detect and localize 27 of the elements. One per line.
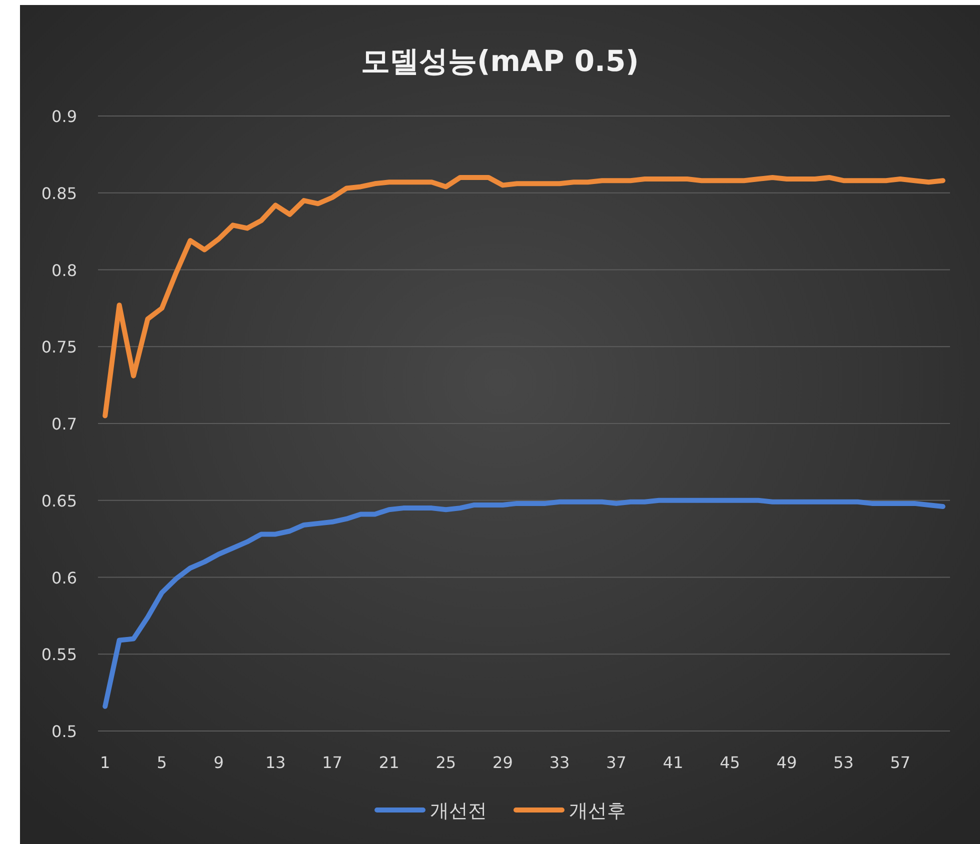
y-tick-label: 0.8 — [52, 260, 77, 280]
legend-label: 개선전 — [430, 800, 487, 822]
x-tick-label: 5 — [156, 753, 167, 772]
y-tick-label: 0.85 — [41, 184, 77, 203]
x-tick-label: 57 — [890, 753, 910, 772]
y-tick-label: 0.7 — [52, 414, 77, 434]
x-tick-label: 25 — [436, 753, 456, 772]
y-tick-label: 0.6 — [52, 568, 77, 588]
legend-label: 개선후 — [569, 800, 626, 822]
x-tick-label: 13 — [265, 753, 286, 772]
x-tick-label: 29 — [492, 753, 513, 772]
y-tick-label: 0.75 — [41, 338, 77, 357]
y-tick-label: 0.55 — [41, 645, 77, 664]
x-tick-label: 49 — [776, 753, 797, 772]
x-tick-label: 17 — [322, 753, 342, 772]
x-tick-label: 37 — [606, 753, 626, 772]
y-tick-label: 0.5 — [52, 722, 77, 741]
y-tick-label: 0.9 — [52, 107, 77, 126]
x-tick-label: 33 — [549, 753, 570, 772]
x-tick-label: 41 — [662, 753, 684, 772]
x-tick-label: 21 — [378, 753, 400, 772]
x-tick-label: 53 — [833, 753, 854, 772]
y-tick-label: 0.65 — [41, 491, 77, 510]
x-tick-label: 9 — [214, 753, 224, 772]
x-tick-label: 1 — [100, 753, 110, 772]
chart-title: 모델성능(mAP 0.5) — [361, 44, 639, 78]
x-tick-label: 45 — [720, 753, 740, 772]
